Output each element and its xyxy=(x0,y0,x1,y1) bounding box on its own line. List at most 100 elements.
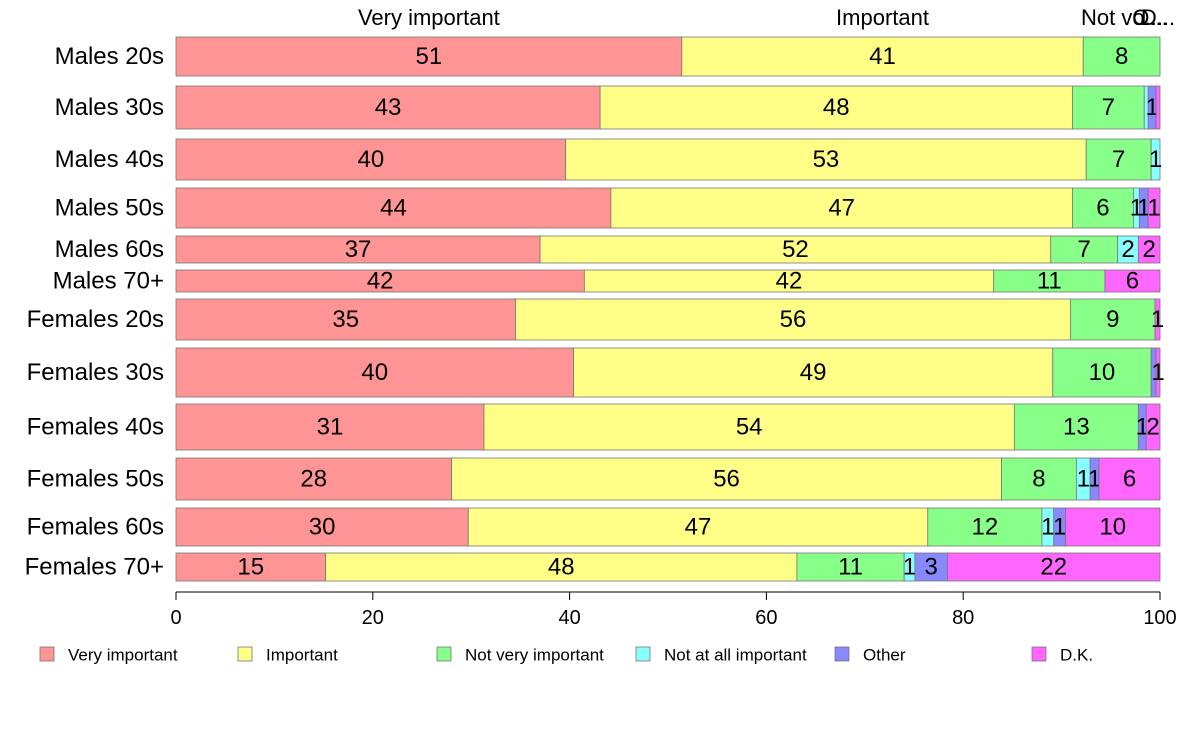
legend-label: D.K. xyxy=(1060,646,1093,665)
legend-label: Not at all important xyxy=(664,646,807,665)
category-label: Males 30s xyxy=(55,94,164,121)
bar-segment xyxy=(175,507,469,547)
x-tick-label: 100 xyxy=(1143,607,1176,629)
data-label: 8 xyxy=(1115,43,1128,70)
bar-segment xyxy=(1052,347,1152,398)
data-label: 43 xyxy=(375,94,402,121)
data-label: 49 xyxy=(800,359,827,386)
legend-item: Important xyxy=(237,646,338,665)
bar-segment xyxy=(175,85,601,130)
bar-segment xyxy=(175,235,541,264)
bar-segment xyxy=(1150,138,1161,181)
data-label: 48 xyxy=(823,94,850,121)
bar-segment xyxy=(1050,235,1119,264)
data-label: 56 xyxy=(780,306,807,333)
category-label: Females 60s xyxy=(27,514,164,541)
x-tick-label: 60 xyxy=(755,607,777,629)
top-series-label: D... xyxy=(1141,5,1175,30)
bar-segment xyxy=(1155,85,1161,130)
category-label: Males 60s xyxy=(55,236,164,263)
top-series-label: O... xyxy=(1132,5,1167,30)
bar-segment xyxy=(1072,85,1145,130)
data-label: 47 xyxy=(685,514,712,541)
category-label: Females 40s xyxy=(27,414,164,441)
data-label: 22 xyxy=(1040,554,1067,581)
bar-segment xyxy=(914,552,948,582)
legend-label: Not very important xyxy=(465,646,604,665)
x-tick-label: 40 xyxy=(558,607,580,629)
data-label: 42 xyxy=(367,268,394,295)
data-label: 56 xyxy=(713,466,740,493)
legend-item: Other xyxy=(834,646,906,665)
category-label: Males 20s xyxy=(55,43,164,70)
bar-segment xyxy=(325,552,798,582)
data-label: 8 xyxy=(1032,466,1045,493)
category-label: Males 50s xyxy=(55,195,164,222)
data-label: 51 xyxy=(416,43,443,70)
data-label: 40 xyxy=(357,146,384,173)
data-label: 3 xyxy=(925,554,938,581)
data-label: 6 xyxy=(1123,466,1136,493)
bar-segment xyxy=(1154,298,1161,341)
category-label: Females 50s xyxy=(27,466,164,493)
bar-segment xyxy=(451,457,1002,501)
bar-segment xyxy=(947,552,1161,582)
bar-segment xyxy=(1147,187,1161,229)
data-label: 48 xyxy=(548,554,575,581)
data-label: 10 xyxy=(1099,514,1126,541)
legend-label: Important xyxy=(266,646,338,665)
bar-segment xyxy=(1155,347,1161,398)
bar-segment xyxy=(1082,36,1161,77)
bar-segment xyxy=(539,235,1052,264)
bar-segment xyxy=(1072,187,1134,229)
legend-label: Other xyxy=(863,646,906,665)
bar-segment xyxy=(1065,507,1161,547)
category-label: Males 70+ xyxy=(53,268,164,295)
category-label: Males 40s xyxy=(55,146,164,173)
data-label: 1 xyxy=(1149,146,1162,173)
bar-segment xyxy=(573,347,1054,398)
data-label: 1 xyxy=(1077,466,1090,493)
data-label: 6 xyxy=(1126,268,1139,295)
bar-segment xyxy=(175,187,612,229)
data-label: 1 xyxy=(1053,514,1066,541)
data-label: 37 xyxy=(345,236,372,263)
data-label: 44 xyxy=(380,195,407,222)
data-label: 7 xyxy=(1102,94,1115,121)
bar-segment xyxy=(175,457,452,501)
data-label: 7 xyxy=(1112,146,1125,173)
data-label: 11 xyxy=(838,554,863,581)
data-label: 40 xyxy=(361,359,388,386)
x-tick-label: 80 xyxy=(952,607,974,629)
legend-swatch xyxy=(237,646,253,662)
data-label: 10 xyxy=(1089,359,1116,386)
bar-segment xyxy=(483,403,1015,451)
category-label: Females 20s xyxy=(27,306,164,333)
category-label: Females 30s xyxy=(27,359,164,386)
data-label: 1 xyxy=(1041,514,1054,541)
bar-segment xyxy=(175,138,567,181)
data-label: 52 xyxy=(782,236,809,263)
legend-swatch xyxy=(39,646,55,662)
data-label: 47 xyxy=(828,195,855,222)
top-series-label: Very important xyxy=(358,5,500,30)
bar-segment xyxy=(1137,235,1161,264)
data-label: 9 xyxy=(1106,306,1119,333)
legend-item: Very important xyxy=(39,646,178,665)
data-label: 2 xyxy=(1146,414,1159,441)
data-label: 30 xyxy=(309,514,336,541)
bar-segment xyxy=(1085,138,1152,181)
legend-swatch xyxy=(635,646,651,662)
data-label: 6 xyxy=(1096,195,1109,222)
bar-segment xyxy=(175,298,516,341)
data-label: 13 xyxy=(1063,414,1090,441)
data-label: 54 xyxy=(736,414,763,441)
top-series-label: Important xyxy=(836,5,929,30)
data-label: 28 xyxy=(300,466,327,493)
data-label: 31 xyxy=(317,414,344,441)
data-label: 7 xyxy=(1078,236,1091,263)
data-label: 1 xyxy=(1088,466,1101,493)
legend-swatch xyxy=(1031,646,1047,662)
top-series-label: Not vo... xyxy=(1081,5,1163,30)
